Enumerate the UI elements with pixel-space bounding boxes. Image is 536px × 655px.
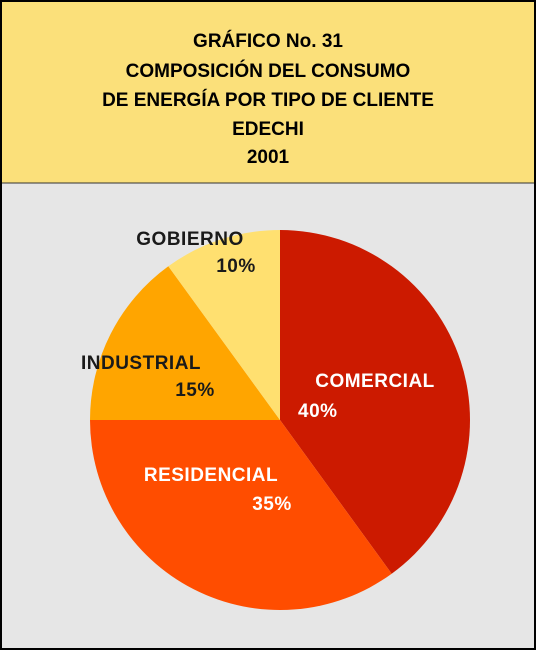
chart-title: EDECHI (232, 119, 304, 140)
pie-slice (280, 230, 471, 574)
chart-title: COMPOSICIÓN DEL CONSUMO (126, 60, 411, 82)
chart-title: DE ENERGÍA POR TIPO DE CLIENTE (102, 89, 434, 111)
header (2, 2, 534, 183)
value-label: 40% (298, 401, 338, 422)
value-label: 35% (252, 494, 292, 515)
pie-slice (90, 266, 280, 420)
pie-slice (90, 420, 392, 611)
slice-label: RESIDENCIAL (144, 465, 278, 486)
value-label: 15% (175, 380, 215, 401)
value-label: 10% (216, 256, 256, 277)
chart-title: GRÁFICO No. 31 (193, 30, 343, 52)
chart-title: 2001 (247, 147, 290, 168)
slice-label: GOBIERNO (136, 229, 243, 250)
pie-slice (168, 230, 280, 420)
slice-label: INDUSTRIAL (81, 353, 201, 374)
slice-label: COMERCIAL (315, 371, 435, 392)
